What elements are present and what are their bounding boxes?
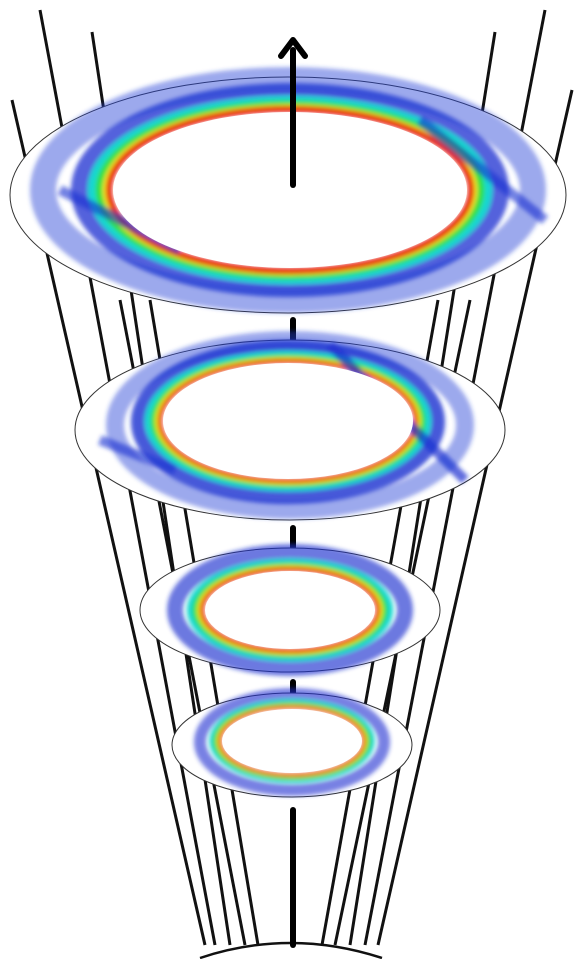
ring-red xyxy=(218,705,366,777)
ring-blue-outer xyxy=(106,331,474,519)
slice xyxy=(171,688,413,798)
arrow-head xyxy=(278,37,308,59)
arrow-top xyxy=(278,37,308,188)
ring-blue xyxy=(131,340,445,504)
ring-red xyxy=(200,567,380,653)
ring-blue-outer xyxy=(30,67,546,313)
slice xyxy=(74,331,506,521)
slice-hole xyxy=(205,571,375,649)
slice-hole xyxy=(222,709,362,773)
ring-red xyxy=(158,359,418,483)
slice xyxy=(9,67,567,314)
ring-blue xyxy=(167,544,413,676)
slice-hole xyxy=(163,363,413,479)
streak xyxy=(98,435,177,475)
slice xyxy=(139,544,441,676)
ring-cyan xyxy=(145,351,431,491)
ring-green xyxy=(213,702,371,780)
ring-cyan xyxy=(187,559,393,661)
ring-blue xyxy=(194,688,390,796)
streak xyxy=(416,116,549,224)
slice-hole xyxy=(113,112,467,268)
